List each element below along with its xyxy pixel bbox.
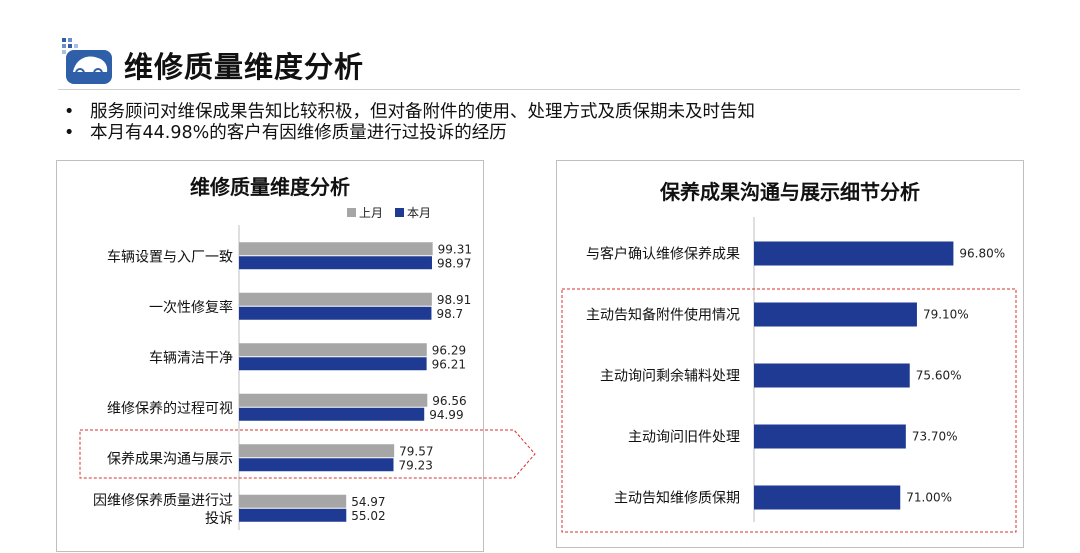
bar-last-month	[239, 393, 428, 407]
value-label: 98.97	[437, 256, 471, 270]
brand-logo	[62, 38, 112, 84]
value-label: 99.31	[438, 242, 472, 256]
value-label: 94.99	[429, 408, 463, 422]
bullet-list: 服务顾问对维保成果告知比较积极，但对备附件的使用、处理方式及质保期未及时告知 本…	[60, 102, 755, 144]
bar	[754, 424, 906, 449]
bar	[754, 485, 901, 510]
bar-this-month	[239, 306, 432, 320]
category-label: 车辆清洁干净	[149, 349, 233, 366]
category-label: 维修保养的过程可视	[107, 401, 233, 417]
legend-label-last-month: 上月	[359, 206, 384, 220]
value-label: 79.23	[398, 458, 432, 472]
value-label: 71.00%	[906, 491, 952, 505]
value-label: 54.97	[351, 495, 385, 509]
value-label: 79.57	[399, 444, 433, 458]
bar-last-month	[239, 494, 347, 508]
value-label: 96.21	[432, 357, 466, 371]
value-label: 75.60%	[916, 369, 962, 383]
category-label: 因维修保养质量进行过投诉	[93, 493, 233, 527]
bar-last-month	[239, 444, 395, 458]
category-label: 一次性修复率	[149, 299, 233, 316]
bar-last-month	[239, 343, 427, 357]
category-label: 主动告知备附件使用情况	[586, 307, 740, 324]
left-chart-title: 维修质量维度分析	[190, 175, 350, 199]
right-chart-panel: 保养成果沟通与展示细节分析 与客户确认维修保养成果 96.80% 主动告知备附件使用…	[556, 160, 1024, 548]
legend-swatch-last-month	[347, 208, 356, 217]
right-chart-title: 保养成果沟通与展示细节分析	[660, 180, 920, 204]
bar-this-month	[239, 256, 432, 270]
title-divider	[58, 89, 1020, 90]
bullet-item: 服务顾问对维保成果告知比较积极，但对备附件的使用、处理方式及质保期未及时告知	[60, 102, 755, 123]
bullet-item: 本月有44.98%的客户有因维修质量进行过投诉的经历	[60, 123, 755, 144]
value-label: 96.80%	[959, 247, 1005, 261]
bar-this-month	[239, 357, 427, 371]
value-label: 96.56	[432, 394, 466, 408]
bar-this-month	[239, 508, 347, 522]
category-label: 车辆设置与入厂一致	[107, 248, 233, 265]
category-label: 主动询问剩余辅料处理	[600, 368, 740, 385]
legend-item-last-month: 上月	[347, 204, 383, 221]
value-label: 98.91	[437, 293, 471, 307]
value-label: 73.70%	[912, 430, 958, 444]
chart-legend: 上月 本月	[347, 204, 431, 221]
category-label: 与客户确认维修保养成果	[586, 246, 740, 263]
value-label: 79.10%	[923, 308, 969, 322]
bar-last-month	[239, 242, 433, 256]
legend-label-this-month: 本月	[407, 206, 432, 220]
bar-this-month	[239, 458, 394, 472]
bar	[754, 363, 910, 388]
value-label: 98.7	[436, 307, 463, 321]
right-bar-chart: 与客户确认维修保养成果 96.80% 主动告知备附件使用情况 79.10% 主动询问剩余…	[586, 217, 1005, 522]
bar-this-month	[239, 407, 425, 421]
bar-last-month	[239, 292, 432, 306]
value-label: 55.02	[351, 509, 385, 523]
legend-swatch-this-month	[395, 208, 405, 217]
category-label: 主动告知维修质保期	[614, 490, 740, 507]
page-title: 维修质量维度分析	[124, 50, 365, 84]
bar	[754, 241, 954, 266]
category-label: 保养成果沟通与展示	[107, 451, 233, 467]
legend-item-this-month: 本月	[395, 204, 431, 221]
value-label: 96.29	[432, 343, 466, 357]
category-label: 主动询问旧件处理	[628, 430, 740, 446]
left-chart-panel: 维修质量维度分析 上月 本月 车辆设置与入厂一致 99.31 98.97 一次性修复率…	[56, 160, 484, 552]
bar	[754, 302, 917, 327]
